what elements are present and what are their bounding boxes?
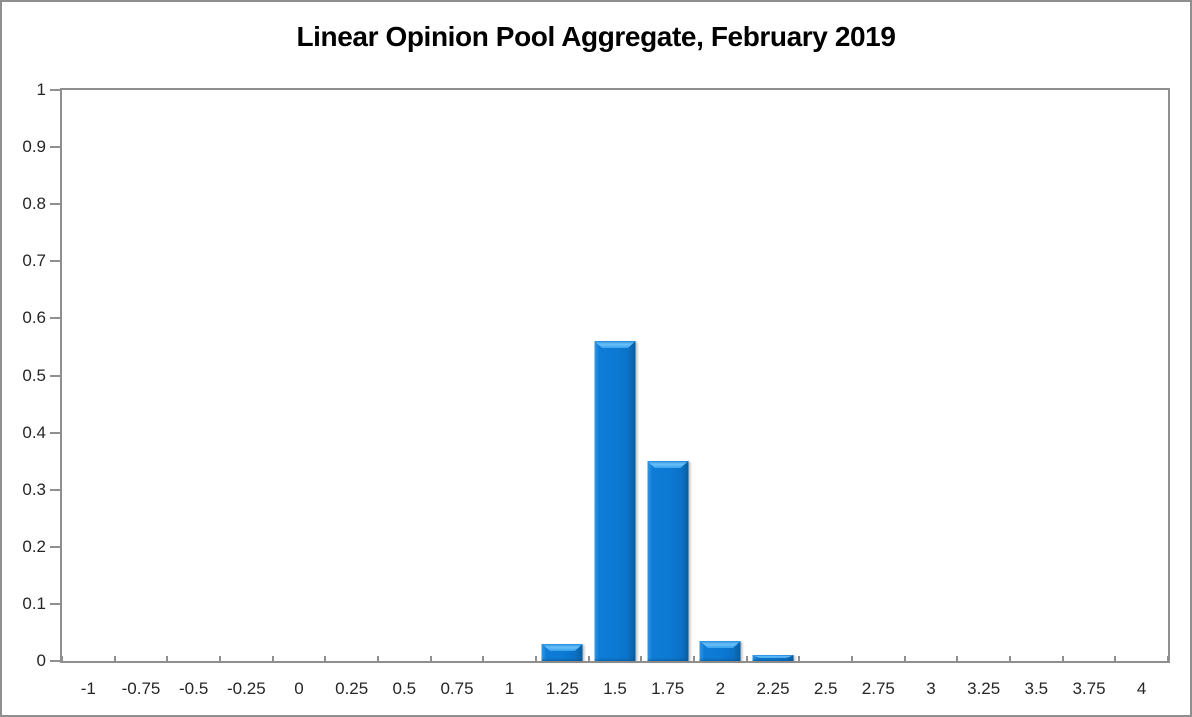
x-axis-tick	[1009, 656, 1011, 661]
y-axis-tick	[50, 374, 61, 377]
y-axis-label: 0.3	[22, 479, 46, 499]
y-axis-tick	[50, 488, 61, 491]
x-axis-label: 1	[504, 679, 515, 698]
x-axis-label: 0.5	[392, 679, 417, 698]
x-axis-tick	[903, 656, 906, 661]
y-axis-tick	[50, 317, 61, 320]
y-axis-tick	[50, 545, 61, 548]
x-axis-label: 0.75	[440, 679, 474, 698]
x-axis-label: 2.5	[813, 679, 838, 698]
y-axis-label: 0.5	[22, 365, 46, 385]
y-axis-label: 0.7	[22, 251, 46, 271]
y-axis-label: 0.4	[22, 422, 46, 442]
y-axis-tick	[50, 260, 61, 263]
x-axis-tick	[166, 656, 169, 661]
y-axis-tick	[50, 146, 61, 149]
y-axis-tick	[50, 89, 61, 91]
x-axis-label: -1	[80, 679, 96, 698]
x-axis-tick	[482, 656, 485, 661]
y-axis-label: 0	[36, 651, 46, 670]
x-axis-label: 3	[926, 679, 936, 698]
x-axis-label: 1.25	[545, 679, 579, 698]
y-axis-label: 0.2	[22, 536, 46, 556]
bar	[752, 655, 794, 661]
x-axis-tick	[1114, 656, 1117, 661]
x-axis-tick	[534, 656, 537, 661]
x-axis-tick	[587, 656, 590, 661]
bars-layer	[62, 90, 1168, 662]
y-axis-tick	[50, 203, 61, 206]
x-axis-tick	[1167, 656, 1169, 661]
x-axis-label: 2.25	[756, 679, 790, 698]
x-axis-tick	[218, 656, 221, 661]
x-axis-label: 0.25	[335, 679, 369, 698]
x-axis-tick	[271, 656, 274, 661]
x-axis-label: 1.5	[603, 679, 627, 698]
y-axis-label: 0.8	[22, 194, 46, 214]
y-axis-tick	[50, 660, 61, 662]
x-axis-tick	[640, 656, 643, 661]
x-axis-tick	[1061, 656, 1064, 661]
x-axis-label: -0.5	[179, 679, 209, 698]
y-axis-label: 0.1	[22, 593, 46, 613]
bar	[594, 341, 636, 661]
y-axis-label: 0.9	[22, 137, 46, 157]
bar	[699, 641, 741, 661]
x-axis-label: 3.25	[967, 679, 1001, 698]
x-axis-label: 2.75	[861, 679, 895, 698]
x-axis-label: 3.5	[1024, 679, 1049, 698]
x-axis-tick	[429, 656, 432, 661]
x-axis-tick	[376, 656, 379, 661]
x-axis-tick	[798, 656, 801, 661]
y-axis-label: 0.6	[22, 308, 46, 328]
x-axis-tick	[745, 656, 748, 661]
x-axis-label: 4	[1136, 679, 1147, 698]
x-axis-label: -0.75	[121, 679, 161, 698]
plot-area	[60, 88, 1170, 663]
bar	[541, 643, 583, 662]
bar	[647, 461, 689, 661]
x-axis-label: 0	[294, 679, 304, 698]
y-axis-tick	[50, 431, 61, 434]
x-axis-label: 2	[715, 679, 726, 698]
x-axis-label: -0.25	[226, 679, 266, 698]
x-axis-tick	[851, 656, 853, 661]
x-axis-tick	[693, 656, 695, 661]
x-axis-tick	[956, 656, 959, 661]
y-axis-label: 1	[36, 80, 46, 99]
x-axis-tick	[113, 656, 116, 661]
x-axis-tick	[61, 656, 63, 661]
x-axis-tick	[324, 656, 327, 661]
x-axis-label: 1.75	[651, 679, 685, 698]
x-axis-label: 3.75	[1072, 679, 1106, 698]
y-axis-tick	[50, 602, 61, 605]
y-axis-labels: 0 0.1 0.2 0.3 0.4 0.5 0.6 0.7 0.8 0.9 1	[2, 80, 46, 670]
chart-title: Linear Opinion Pool Aggregate, February …	[296, 21, 896, 52]
x-axis-labels: -1 -0.75 -0.5 -0.25 0 0.25 0.5 0.75 1 1.25 1.5 1.75…	[62, 676, 1168, 702]
y-axis-ticks	[50, 89, 61, 662]
